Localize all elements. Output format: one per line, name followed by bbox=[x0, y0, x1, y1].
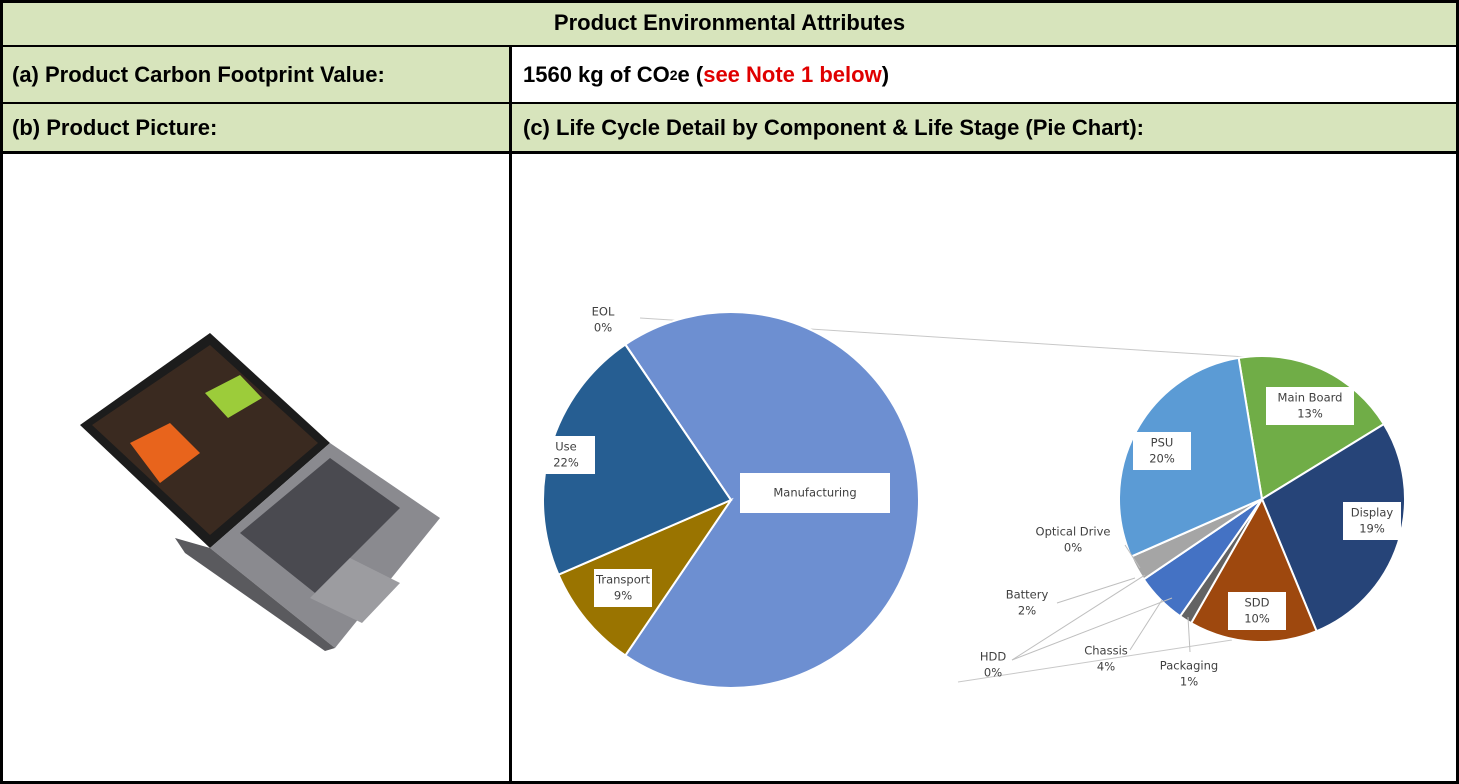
slice-value-label: 1% bbox=[1180, 675, 1198, 689]
title-cell: Product Environmental Attributes bbox=[0, 0, 1459, 46]
close-paren: ) bbox=[882, 62, 889, 88]
border bbox=[0, 102, 1459, 104]
title: Product Environmental Attributes bbox=[554, 10, 905, 36]
slice-label: Battery bbox=[1006, 588, 1049, 602]
slice-value-label: 4% bbox=[1097, 660, 1115, 674]
slice-label: Display bbox=[1351, 506, 1394, 520]
slice-value-label: 22% bbox=[553, 456, 579, 470]
slice-value-label: 0% bbox=[1064, 541, 1082, 555]
slice-label: EOL bbox=[592, 305, 615, 319]
note-link: see Note 1 below bbox=[703, 62, 882, 88]
chart-label-cell: (c) Life Cycle Detail by Component & Lif… bbox=[511, 103, 1459, 153]
slice-label: Chassis bbox=[1084, 644, 1128, 658]
slice-label: Optical Drive bbox=[1036, 525, 1111, 539]
slice-label: Packaging bbox=[1160, 659, 1218, 673]
picture-label-cell: (b) Product Picture: bbox=[0, 103, 511, 153]
slice-value-label: 0% bbox=[594, 321, 612, 335]
slice-value-label: 9% bbox=[614, 589, 632, 603]
slice-label: PSU bbox=[1151, 436, 1174, 450]
slice-value-label: 20% bbox=[1149, 452, 1175, 466]
border bbox=[0, 151, 1459, 154]
footprint-value: 1560 kg of CO bbox=[523, 62, 670, 88]
border bbox=[0, 45, 1459, 47]
slice-value-label: 0% bbox=[984, 666, 1002, 680]
slice-label: HDD bbox=[980, 650, 1007, 664]
slice-label: SDD bbox=[1244, 596, 1269, 610]
footprint-unit: e ( bbox=[678, 62, 704, 88]
slice-value-label: 13% bbox=[1297, 407, 1323, 421]
product-picture bbox=[0, 153, 511, 784]
border bbox=[0, 0, 3, 784]
border bbox=[509, 45, 512, 784]
subscript: 2 bbox=[670, 67, 678, 83]
page: Product Environmental Attributes (a) Pro… bbox=[0, 0, 1459, 784]
slice-label: Main Board bbox=[1278, 391, 1343, 405]
slice-label: Use bbox=[555, 440, 576, 454]
slice-label: Manufacturing bbox=[773, 486, 856, 500]
picture-label: (b) Product Picture: bbox=[12, 115, 217, 141]
leader-line bbox=[1130, 600, 1162, 650]
footprint-label: (a) Product Carbon Footprint Value: bbox=[12, 64, 385, 86]
leader-line bbox=[1057, 578, 1135, 603]
slice-value-label: 19% bbox=[1359, 522, 1385, 536]
chart-label: (c) Life Cycle Detail by Component & Lif… bbox=[523, 115, 1144, 141]
footprint-label-cell: (a) Product Carbon Footprint Value: bbox=[0, 46, 511, 103]
pie-chart: Manufacturing Transport 9% Use 22% EOL 0% Main … bbox=[511, 153, 1459, 784]
border bbox=[0, 0, 1459, 3]
slice-label: Transport bbox=[595, 573, 650, 587]
slice-value-label: 10% bbox=[1244, 612, 1270, 626]
slice-value-label: 2% bbox=[1018, 604, 1036, 618]
